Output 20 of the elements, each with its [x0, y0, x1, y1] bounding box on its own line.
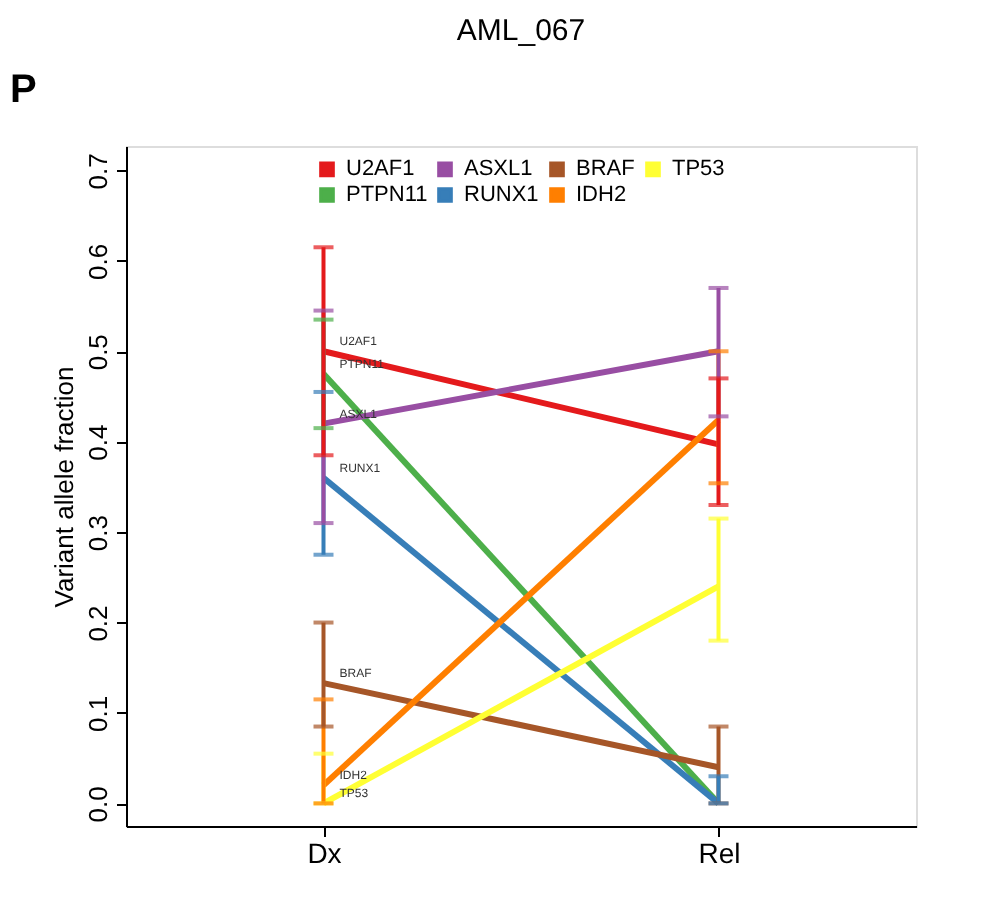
y-tick-label: 0.2 [83, 605, 113, 642]
y-tick-label: 0.6 [83, 243, 113, 280]
y-tick-label: 0.0 [83, 786, 113, 823]
legend-label: U2AF1 [346, 157, 415, 182]
legend-label: TP53 [672, 157, 725, 182]
x-tick-label: Rel [698, 837, 741, 869]
y-tick-label: 0.5 [83, 334, 113, 371]
chart-title: AML_067 [456, 14, 586, 48]
x-tick-label: Dx [307, 837, 342, 869]
y-axis-title: Variant allele fraction [49, 366, 79, 608]
y-tick-label: 0.1 [83, 695, 113, 733]
y-tick-label: 0.4 [83, 424, 113, 461]
legend-label: IDH2 [576, 183, 627, 207]
legend-label: ASXL1 [464, 157, 533, 182]
y-tick-label: 0.7 [83, 153, 113, 190]
legend-label: PTPN11 [346, 183, 428, 207]
legend-label: RUNX1 [464, 183, 539, 207]
y-tick-label: 0.3 [83, 515, 113, 552]
legend-label: BRAF [576, 157, 636, 182]
text: P [10, 68, 37, 112]
